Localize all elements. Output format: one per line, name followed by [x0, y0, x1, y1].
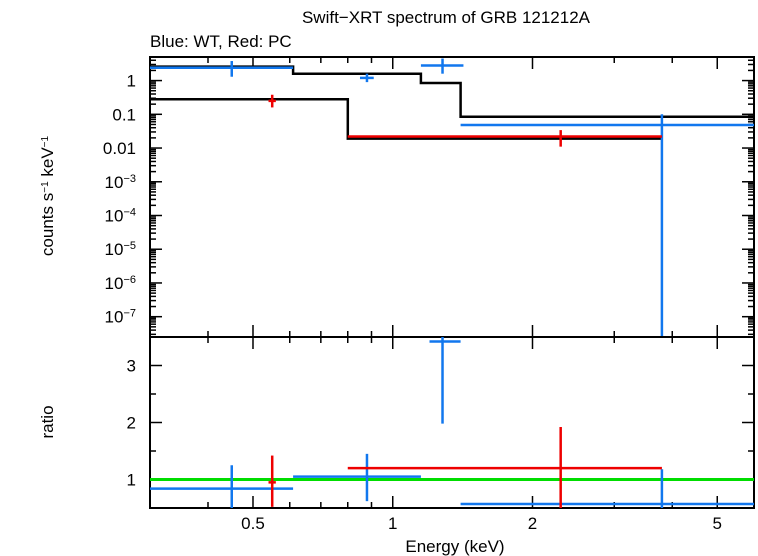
chart-title: Swift−XRT spectrum of GRB 121212A	[302, 8, 591, 27]
y-axis-label-mid: keV	[38, 147, 57, 182]
tick-exponent: −6	[123, 274, 136, 286]
ratio-frame	[149, 336, 755, 509]
tick-base: 10	[105, 173, 124, 192]
tick-exponent: −4	[123, 206, 136, 218]
x-tick-label: 2	[528, 514, 537, 533]
spectrum-y-tick-label: 10−4	[105, 206, 136, 225]
ratio-y-tick-label: 2	[127, 414, 136, 433]
ratio-y-tick-label: 3	[127, 357, 136, 376]
tick-base: 10	[105, 206, 124, 225]
tick-base: 10	[105, 274, 124, 293]
x-tick-label: 1	[388, 514, 397, 533]
spectrum-y-tick-label: 0.01	[103, 139, 136, 158]
y-axis-label-sup1: −1	[40, 181, 51, 193]
tick-exponent: −5	[123, 240, 136, 252]
x-tick-label: 0.5	[241, 514, 265, 533]
tick-exponent: −3	[123, 173, 136, 185]
spectrum-y-tick-label: 10−5	[105, 240, 136, 259]
y-axis-label-base: counts s	[38, 193, 57, 256]
x-axis-label: Energy (keV)	[405, 537, 504, 556]
chart-subtitle: Blue: WT, Red: PC	[150, 32, 292, 51]
spectrum-y-tick-label: 1	[127, 72, 136, 91]
x-tick-label: 5	[713, 514, 722, 533]
model-step-line-1	[150, 65, 754, 118]
y-axis-label-ratio: ratio	[38, 405, 57, 438]
tick-base: 10	[105, 240, 124, 259]
tick-base: 10	[105, 308, 124, 327]
spectrum-y-tick-label: 10−6	[105, 274, 136, 293]
ratio-panel: 0.5 1 2 5 1 2 3	[127, 336, 755, 533]
tick-exponent: −7	[123, 308, 136, 320]
ratio-y-tick-label: 1	[127, 471, 136, 490]
y-axis-label-spectrum: counts s−1 keV−1	[38, 135, 57, 256]
spectrum-y-tick-label: 10−7	[105, 308, 136, 327]
model-step-line-2	[150, 97, 662, 140]
spectrum-y-tick-label: 10−3	[105, 173, 136, 192]
y-axis-label-sup2: −1	[40, 135, 51, 147]
spectrum-y-tick-label: 0.1	[112, 105, 136, 124]
